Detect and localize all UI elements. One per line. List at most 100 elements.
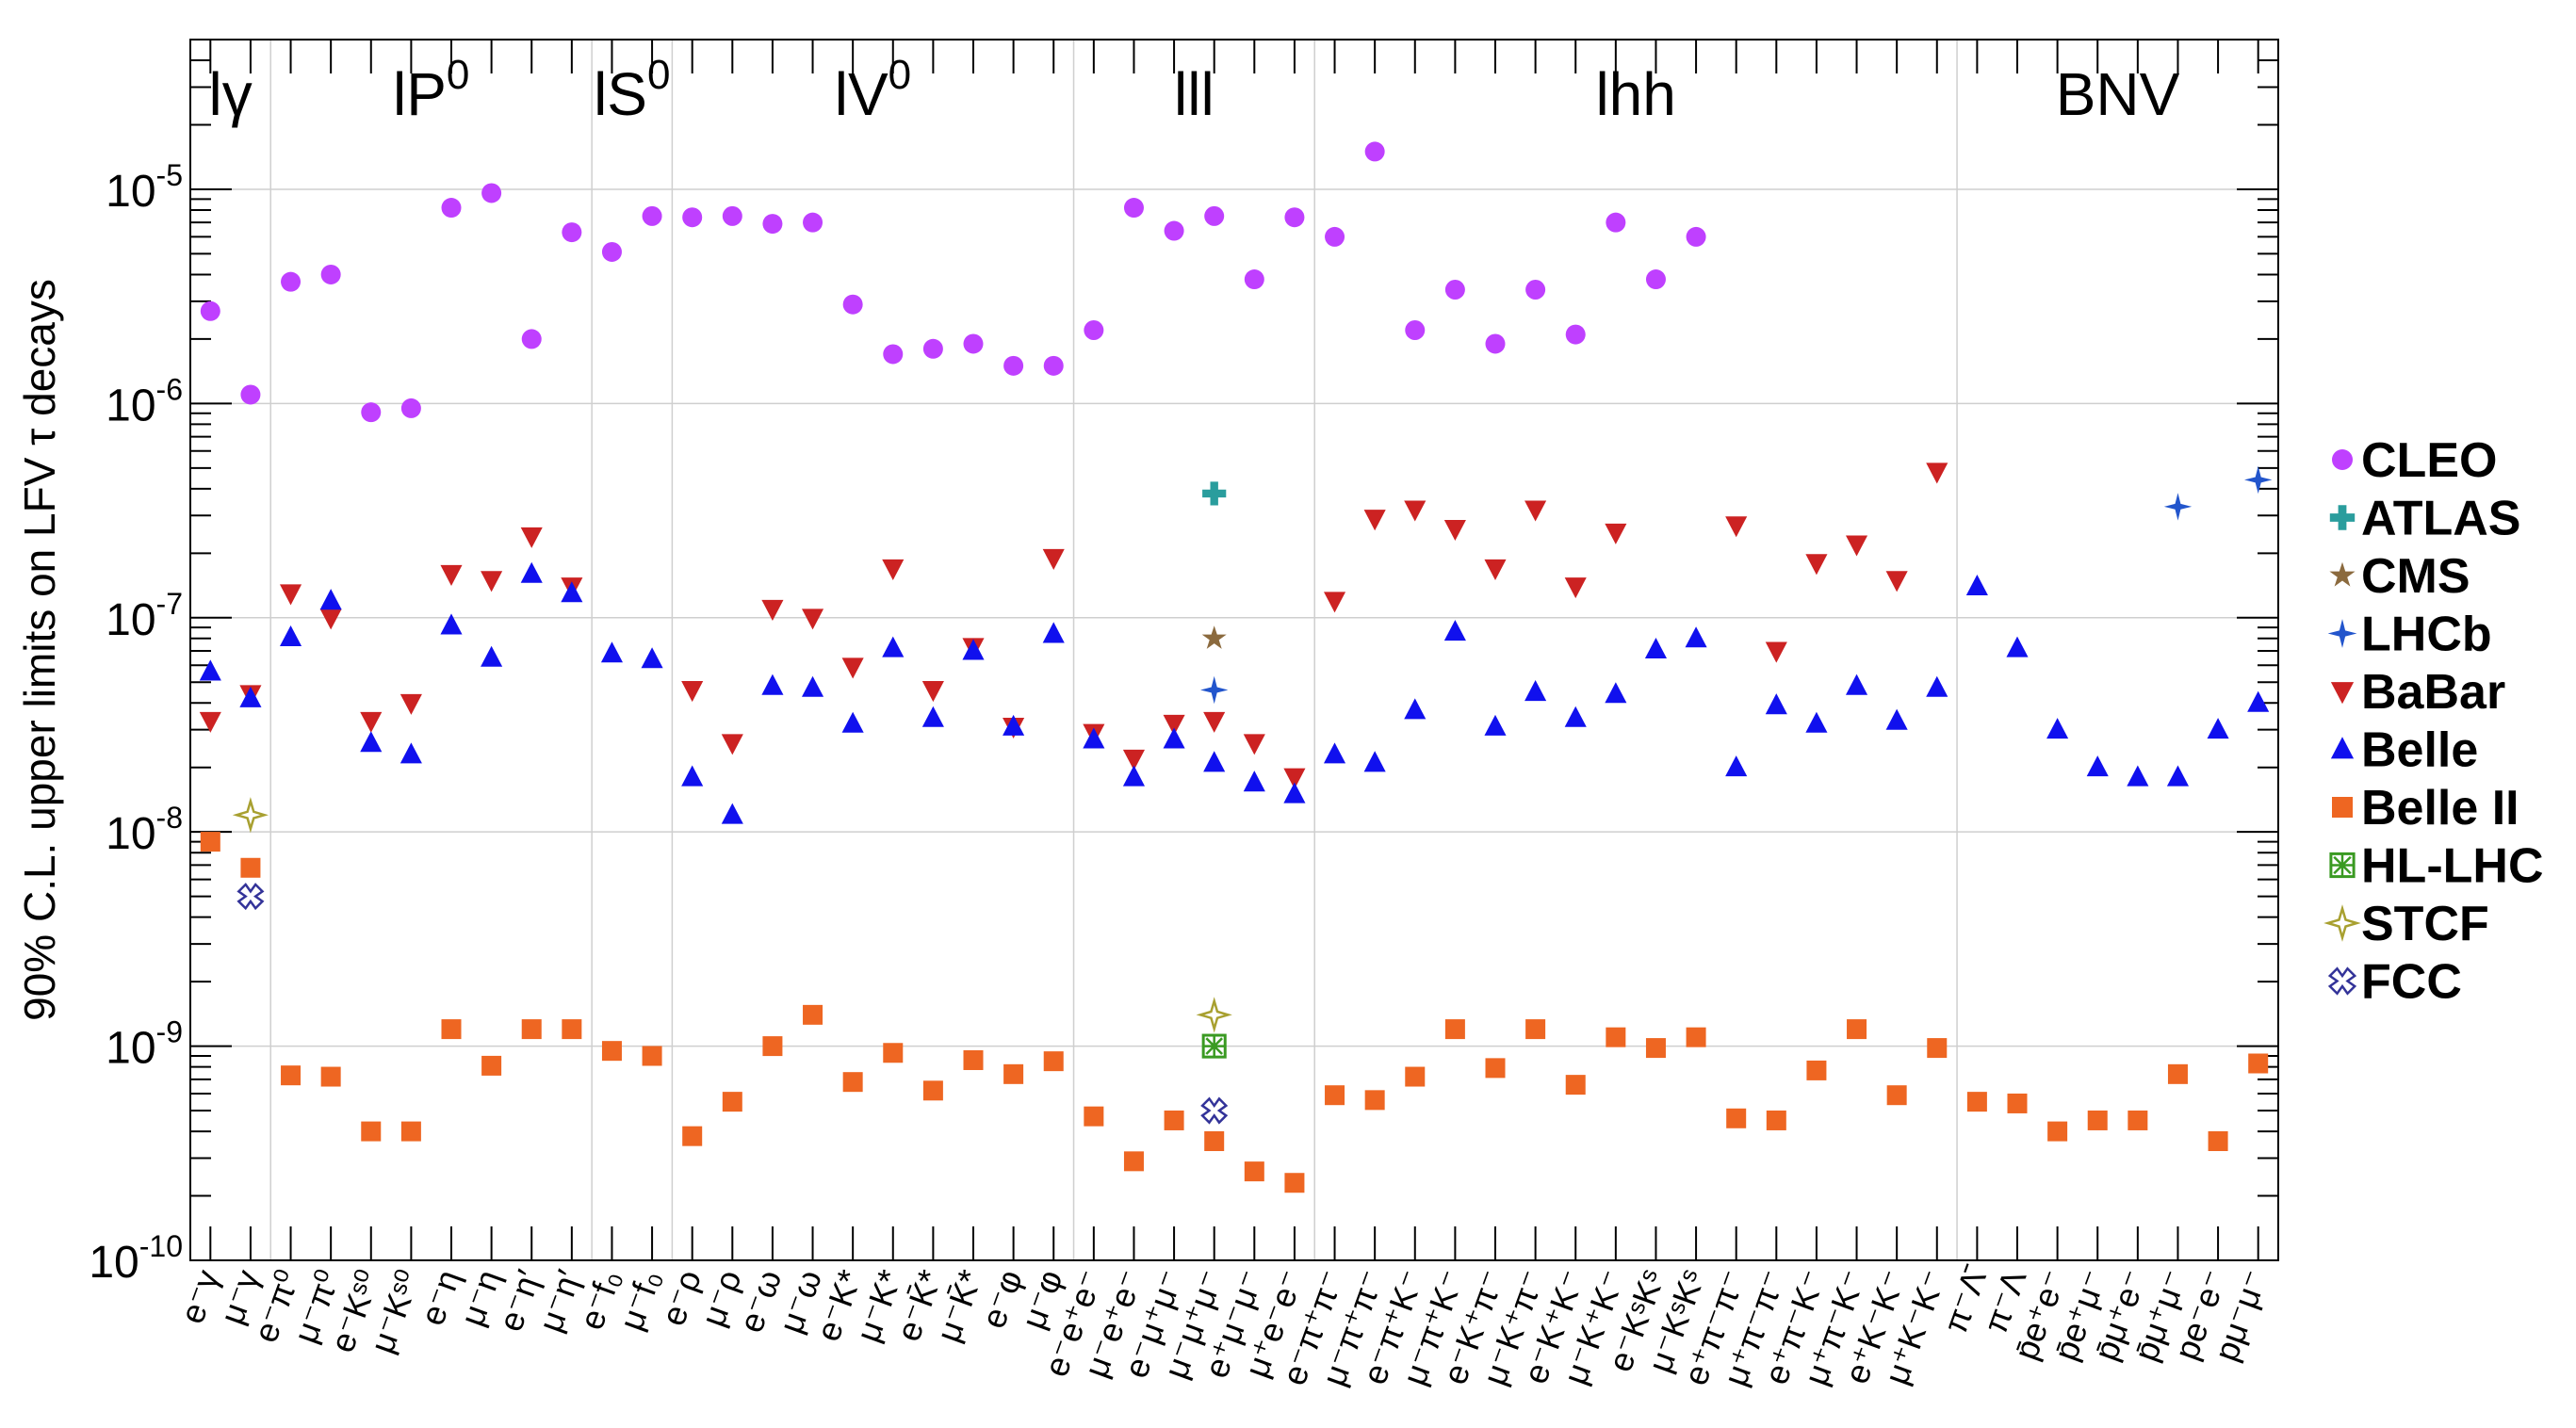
data-point [1605,523,1627,544]
data-point [1163,714,1185,736]
data-point [642,205,662,226]
series-cleo [200,141,1706,423]
data-point [1003,1063,1024,1084]
data-point [1363,751,1386,772]
series-stcf [232,797,1232,1033]
legend-marker [2329,561,2356,587]
data-point [841,711,864,733]
legend-label: Belle II [2361,781,2519,836]
data-point [883,344,904,365]
data-point [360,711,383,733]
data-point [681,681,704,703]
series-belle [199,561,2270,824]
data-point [1163,727,1185,749]
data-point [1645,1038,1666,1059]
data-point [2244,465,2273,495]
legend-label: CLEO [2361,433,2497,488]
data-point [1765,693,1787,715]
data-point [722,205,742,226]
y-tick-label: 10-6 [106,372,183,430]
data-point [232,797,269,834]
data-point [1283,782,1306,803]
data-point [1201,1033,1227,1059]
data-point [1805,711,1828,733]
data-point [1726,1108,1747,1128]
data-point [240,857,261,878]
data-point [2248,1053,2269,1074]
data-point [721,803,743,824]
data-point [1564,706,1587,727]
data-point [761,673,784,695]
data-point [1765,641,1787,663]
data-point [1565,324,1586,345]
legend-item: BaBar [2330,665,2505,720]
y-tick-label: 10-5 [106,158,183,217]
data-point [1927,1038,1948,1059]
data-point [682,207,703,228]
data-point [281,271,302,292]
group-label: lS0 [594,52,670,128]
data-point [520,527,543,548]
series-belle-ii [200,832,2269,1193]
data-point [1122,749,1146,771]
data-point [601,241,622,262]
data-point [1847,1019,1867,1040]
data-point [963,1049,984,1070]
data-point [440,613,463,635]
data-point [962,639,985,660]
data-point [922,1080,943,1101]
data-point [1484,714,1507,736]
data-point [320,264,341,284]
data-point [1564,577,1587,599]
data-point [803,1004,823,1025]
axis-ticks [190,39,2278,1261]
data-point [2007,1093,2028,1113]
legend-marker [2327,619,2357,648]
data-point [761,599,784,621]
legend-item: LHCb [2327,608,2492,662]
data-point [1284,207,1305,228]
data-point [521,329,542,349]
data-point [1685,626,1707,648]
data-point [1363,510,1386,531]
data-point [722,1092,742,1112]
data-point [1043,355,1064,376]
series-fcc [236,883,1229,1125]
data-point [1200,1096,1229,1125]
data-point [200,300,220,321]
data-point [963,333,984,354]
data-point [762,214,783,235]
group-label: lP0 [393,52,469,128]
data-point [1686,226,1706,247]
series-hl-lhc [1201,1033,1227,1059]
data-point [1485,1058,1506,1079]
data-point [1443,620,1466,641]
data-point [562,1019,582,1040]
group-label: lV0 [835,52,911,128]
data-point [1083,727,1105,749]
data-point [762,1036,783,1057]
data-point [1243,771,1265,792]
group-label: lγ [209,60,253,128]
data-point [1885,571,1908,592]
legend-marker [2327,966,2357,996]
data-point [1202,481,1227,506]
legend-label: BaBar [2361,665,2505,720]
data-point [361,402,382,423]
y-tick-label: 10-7 [106,587,183,645]
series-babar [199,462,1948,789]
data-point [481,1055,502,1076]
data-point [1201,625,1227,649]
data-point [1043,1051,1064,1072]
data-point [1042,548,1065,570]
legend-label: STCF [2361,897,2489,951]
data-point [1444,279,1465,300]
data-point [921,681,944,703]
data-point [319,609,342,630]
group-label: lhh [1595,60,1675,128]
data-point [801,609,824,630]
data-point [1644,637,1668,659]
data-point [1565,1075,1586,1095]
data-point [681,765,704,787]
data-point [2086,755,2109,777]
